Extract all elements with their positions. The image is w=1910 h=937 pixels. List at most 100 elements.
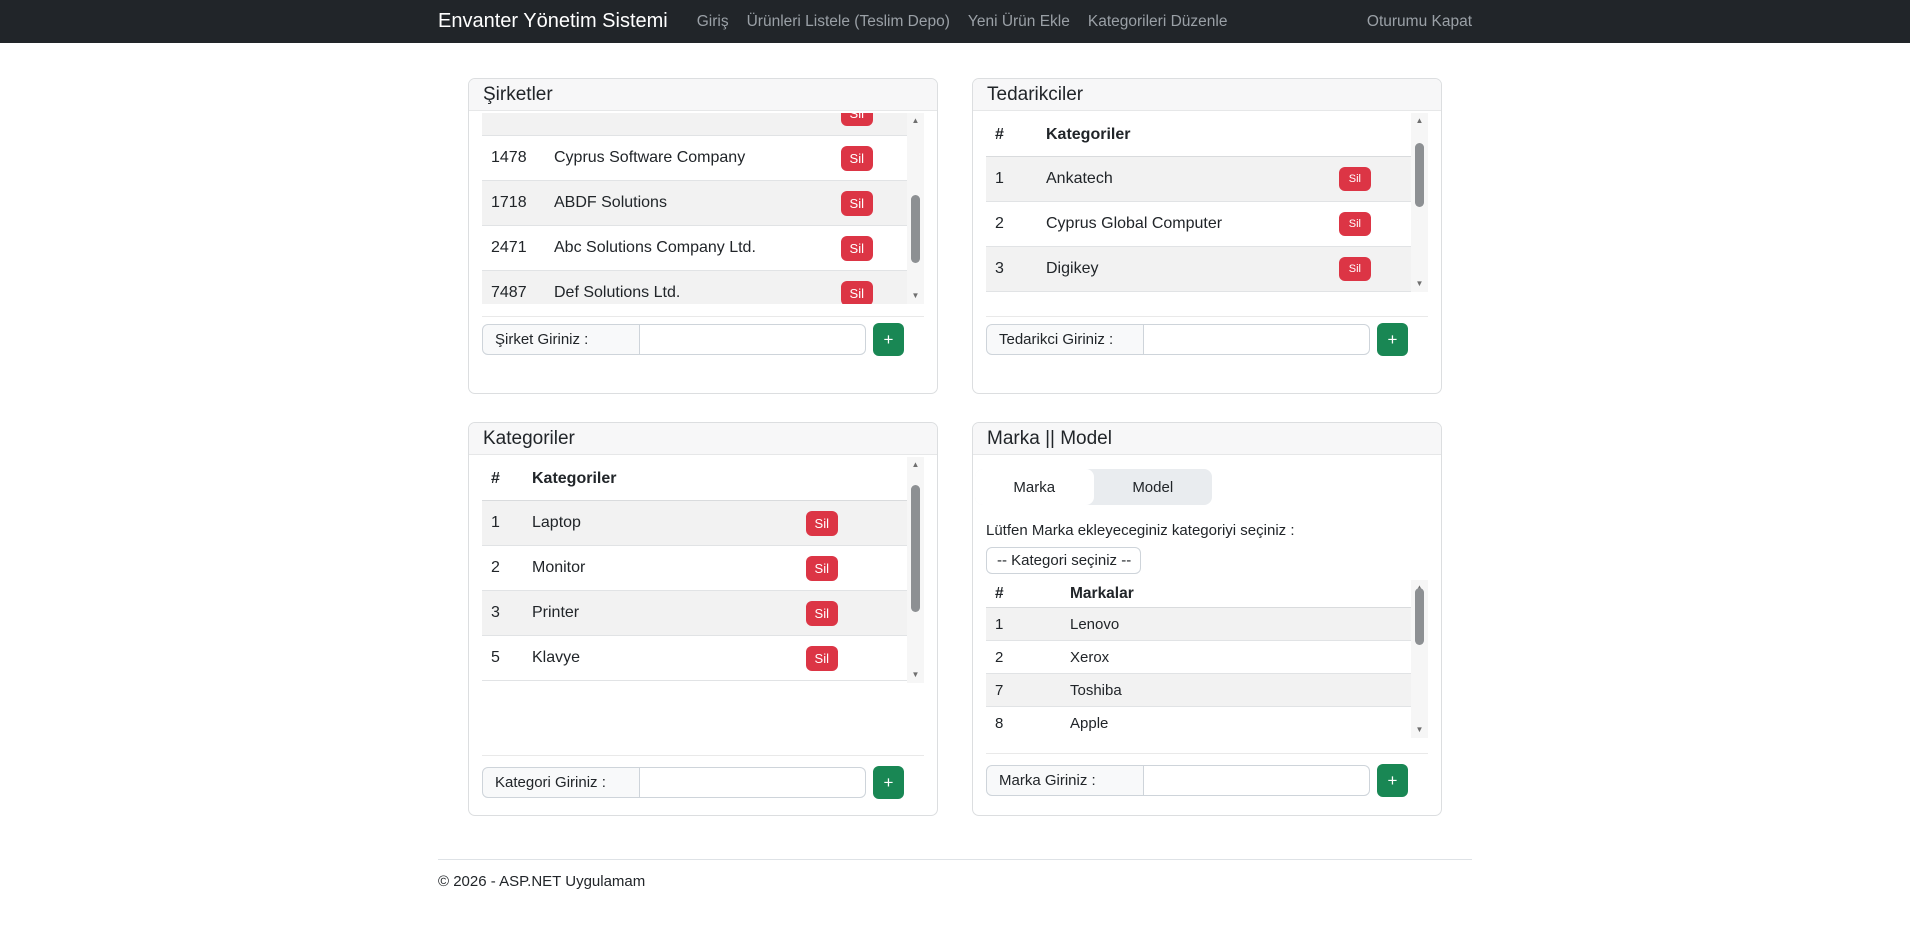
row-name: ABDF Solutions [554,194,667,211]
markalar-table: # Markalar 1 Lenovo 2 Xerox 7 Toshiba 8 Apple ▲ … [986,580,1428,738]
divider [482,316,924,317]
card-marka-model: Marka || Model Marka Model Lütfen Marka e… [972,422,1442,816]
category-helper-text: Lütfen Marka ekleyeceginiz kategoriyi se… [986,522,1295,539]
delete-button[interactable]: Sil [805,645,838,671]
kategori-input[interactable] [640,767,866,798]
scrollbar[interactable]: ▲ ▼ [907,457,924,683]
table-row: 7487 Def Solutions Ltd. Sil [482,271,907,304]
nav-link[interactable]: Yeni Ürün Ekle [967,12,1070,30]
table-row: 2 Cyprus Global Computer Sil [986,202,1411,247]
row-actions: Sil [840,190,907,216]
row-id: 3 [491,604,500,621]
sirket-input[interactable] [640,324,866,355]
divider [482,755,924,756]
divider [986,316,1428,317]
row-id: 7 [995,681,1004,699]
add-tedarikci-button[interactable]: + [1377,323,1408,356]
row-id: 7487 [491,284,527,301]
scroll-up-button[interactable]: ▲ [911,116,920,125]
delete-button[interactable]: Sil [805,600,838,626]
row-actions: Sil [1338,167,1411,191]
row-name: Def Solutions Ltd. [554,284,681,301]
column-header-id: # [491,469,500,487]
brand-link[interactable]: Envanter Yönetim Sistemi [438,10,668,32]
scroll-up-button[interactable]: ▲ [911,460,920,469]
scroll-down-button[interactable]: ▼ [911,670,920,679]
tab-model[interactable]: Model [1094,469,1213,505]
delete-button[interactable]: Sil [840,113,873,126]
sirketler-table: Sil 1478 Cyprus Software Company Sil 1718 ABD… [482,113,924,304]
delete-button[interactable]: Sil [840,280,873,304]
nav-link[interactable]: Ürünleri Listele (Teslim Depo) [746,12,950,30]
tedarikci-input-label: Tedarikci Giriniz : [986,324,1144,355]
table-row: Sil [482,113,907,136]
table-row: 2471 Abc Solutions Company Ltd. Sil [482,226,907,271]
table-row: 2 Monitor Sil [482,546,907,591]
row-name: Apple [1070,714,1109,732]
add-sirket-button[interactable]: + [873,323,904,356]
delete-button[interactable]: Sil [1338,212,1371,236]
scroll-down-button[interactable]: ▼ [1415,279,1424,288]
scrollbar-thumb[interactable] [1415,588,1424,645]
nav-item: Yeni Ürün Ekle [959,13,1079,31]
scroll-down-button[interactable]: ▼ [1415,725,1424,734]
row-actions: Sil [805,555,907,581]
category-select[interactable]: -- Kategori seçiniz -- [986,547,1141,574]
row-id: 3 [995,260,1004,277]
card-title: Kategoriler [469,423,937,455]
row-name: Monitor [532,559,586,576]
navbar: Envanter Yönetim Sistemi Giriş Ürünleri L… [0,0,1910,43]
delete-button[interactable]: Sil [1338,257,1371,281]
delete-button[interactable]: Sil [1338,167,1371,191]
row-actions: Sil [840,113,907,126]
add-kategori-button[interactable]: + [873,766,904,799]
row-actions: Sil [1338,257,1411,281]
column-header-name: Kategoriler [1046,125,1131,143]
row-id: 1 [995,615,1004,633]
nav-link[interactable]: Giriş [696,12,729,30]
scroll-down-button[interactable]: ▼ [911,291,920,300]
delete-button[interactable]: Sil [840,190,873,216]
row-name: Digikey [1046,260,1099,277]
marka-model-tabs: Marka Model [975,469,1212,505]
delete-button[interactable]: Sil [840,145,873,171]
marka-input[interactable] [1144,765,1370,796]
scrollbar[interactable]: ▲ ▼ [907,113,924,304]
table-row: 3 Printer Sil [482,591,907,636]
tedarikciler-table: # Kategoriler 1 Ankatech Sil 2 Cyprus Global … [986,113,1428,292]
table-row: 1718 ABDF Solutions Sil [482,181,907,226]
tedarikci-input[interactable] [1144,324,1370,355]
add-marka-button[interactable]: + [1377,764,1408,797]
scrollbar[interactable]: ▲ ▼ [1411,113,1428,292]
table-row: 7 Toshiba [986,674,1411,707]
row-actions: Sil [805,510,907,536]
scroll-up-button[interactable]: ▲ [1415,116,1424,125]
nav-link[interactable]: Kategorileri Düzenle [1087,12,1228,30]
tab-marka[interactable]: Marka [975,469,1094,505]
main-content: Şirketler Sil 1478 Cyprus Software Company… [438,78,1472,816]
table-row: 8 Apple [986,707,1411,738]
row-name: Ankatech [1046,170,1113,187]
row-actions: Sil [805,600,907,626]
card-title: Tedarikciler [973,79,1441,111]
delete-button[interactable]: Sil [805,555,838,581]
footer-text: © 2026 - ASP.NET Uygulamam [438,859,1472,890]
column-header-name: Markalar [1070,584,1134,602]
scrollbar-thumb[interactable] [1415,143,1424,207]
delete-button[interactable]: Sil [840,235,873,261]
table-row: 2 Xerox [986,641,1411,674]
row-name: Klavye [532,649,581,666]
scrollbar-thumb[interactable] [911,485,920,612]
row-id: 2 [995,215,1004,232]
logout-link[interactable]: Oturumu Kapat [1366,12,1472,30]
scrollbar[interactable]: ▲ ▼ [1411,580,1428,738]
card-sirketler: Şirketler Sil 1478 Cyprus Software Company… [468,78,938,394]
column-header-name: Kategoriler [532,469,617,487]
nav-item: Ürünleri Listele (Teslim Depo) [738,13,959,31]
row-name: Abc Solutions Company Ltd. [554,239,756,256]
kategoriler-table: # Kategoriler 1 Laptop Sil 2 Monitor Sil 3 Print… [482,457,924,683]
scroll-up-button[interactable]: ▲ [1411,583,1428,593]
delete-button[interactable]: Sil [805,510,838,536]
row-actions: Sil [805,645,907,671]
scrollbar-thumb[interactable] [911,195,920,263]
